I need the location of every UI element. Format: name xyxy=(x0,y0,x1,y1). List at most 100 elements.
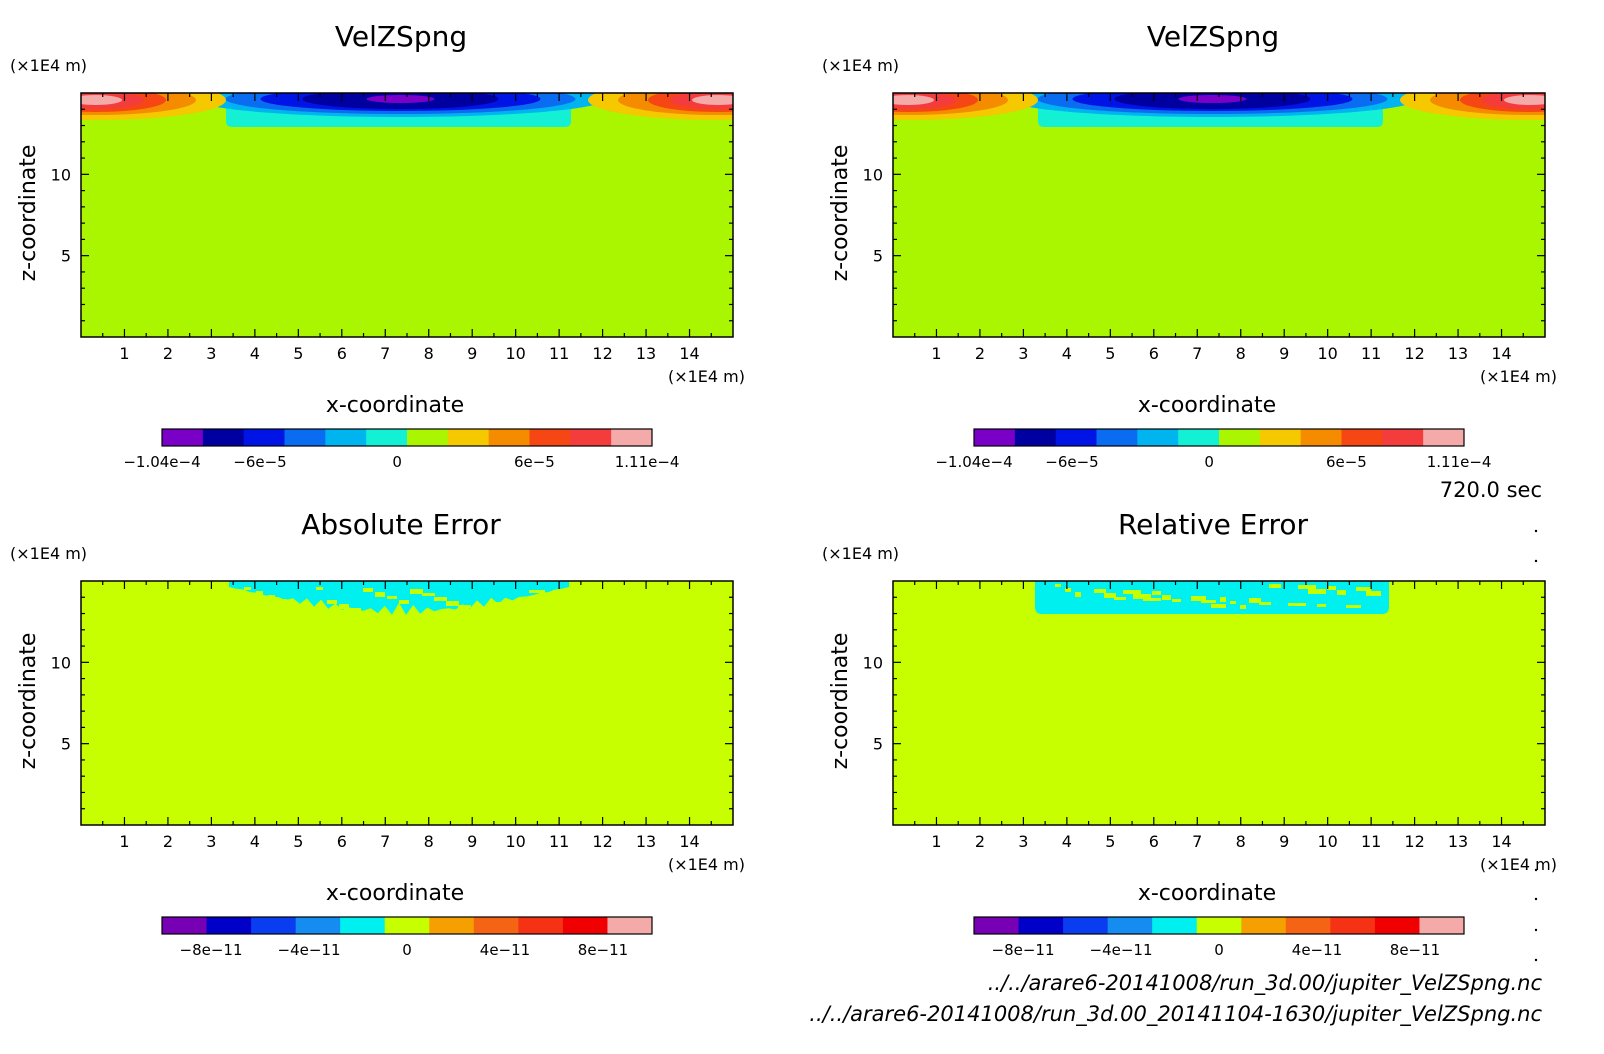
x-tick-label: 12 xyxy=(1404,832,1424,851)
x-tick-label: 10 xyxy=(1317,832,1337,851)
contour-band xyxy=(692,95,733,105)
error-speckle xyxy=(529,590,545,593)
x-tick-label: 5 xyxy=(293,344,303,363)
x-tick-label: 13 xyxy=(636,344,656,363)
x-tick-label: 8 xyxy=(1236,344,1246,363)
x-unit-label: (×1E4 m) xyxy=(668,367,745,386)
x-tick-label: 2 xyxy=(975,344,985,363)
panel-4: Relative Error(×1E4 m)1 2 3 4 5 6 7 8 9 10 11 12 13 1… xyxy=(822,508,1557,959)
error-speckle xyxy=(1094,589,1106,593)
x-axis-label: x-coordinate xyxy=(326,881,464,906)
colorbar-swatch xyxy=(1300,429,1342,446)
error-speckle xyxy=(363,588,373,592)
colorbar-swatch xyxy=(1178,429,1220,446)
contour-band xyxy=(1178,95,1247,103)
colorbar-swatch xyxy=(1330,917,1376,934)
x-tick-label: 13 xyxy=(1448,344,1468,363)
colorbar-label: −4e−11 xyxy=(278,941,341,959)
y-axis-label: z-coordinate xyxy=(828,633,853,770)
colorbar-swatch xyxy=(429,917,475,934)
panel-2: VelZSpng(×1E4 m)1 2 3 4 5 6 7 8 9 10 11 12 13 14510(×… xyxy=(822,20,1557,471)
x-axis-label: x-coordinate xyxy=(326,393,464,418)
x-tick-label: 1 xyxy=(931,832,941,851)
y-tick-label: 5 xyxy=(61,247,71,266)
x-tick-label: 7 xyxy=(1192,832,1202,851)
y-tick-label: 5 xyxy=(61,735,71,754)
contour-band xyxy=(893,95,934,105)
y-axis-label: z-coordinate xyxy=(16,145,41,282)
error-speckle xyxy=(1162,595,1171,600)
colorbar-swatch xyxy=(570,429,612,446)
x-tick-label: 11 xyxy=(1361,344,1381,363)
error-speckle xyxy=(493,602,509,605)
x-tick-label: 1 xyxy=(119,344,129,363)
error-speckle xyxy=(1191,596,1206,601)
error-speckle xyxy=(446,601,459,606)
x-tick-label: 4 xyxy=(250,832,260,851)
colorbar-swatch xyxy=(325,429,367,446)
error-speckle xyxy=(1269,584,1281,588)
colorbar-frame xyxy=(161,428,653,447)
error-speckle xyxy=(422,593,435,596)
field xyxy=(81,581,733,825)
error-speckle xyxy=(1308,589,1326,594)
colorbar-swatch xyxy=(1018,917,1064,934)
error-speckle xyxy=(1288,603,1306,606)
file-path-2: ../../arare6-20141008/run_3d.00_20141104… xyxy=(809,1002,1542,1027)
colorbar-label: −4e−11 xyxy=(1090,941,1153,959)
x-tick-label: 9 xyxy=(1279,344,1289,363)
panel-title: Absolute Error xyxy=(301,508,501,541)
x-tick-label: 3 xyxy=(1018,344,1028,363)
colorbar-swatch xyxy=(407,429,449,446)
colorbar-label: 0 xyxy=(1214,941,1224,959)
error-speckle xyxy=(1123,590,1141,594)
colorbar-swatch xyxy=(1285,917,1331,934)
error-speckle xyxy=(339,604,349,609)
error-region xyxy=(229,581,569,615)
error-speckle xyxy=(470,609,483,613)
marker-dot xyxy=(1534,559,1538,563)
x-tick-label: 12 xyxy=(592,832,612,851)
colorbar-label: −6e−5 xyxy=(233,453,286,471)
marker-dot xyxy=(1534,958,1538,962)
y-unit-label: (×1E4 m) xyxy=(822,56,899,75)
colorbar-swatch xyxy=(206,917,252,934)
x-tick-label: 7 xyxy=(380,832,390,851)
error-speckle xyxy=(434,597,447,601)
contour-band xyxy=(366,95,435,103)
colorbar-swatch xyxy=(1219,429,1261,446)
colorbar-frame xyxy=(161,916,653,935)
error-speckle xyxy=(1075,592,1081,597)
colorbar-swatch xyxy=(974,429,1016,446)
error-speckle xyxy=(1230,601,1236,604)
y-tick-label: 10 xyxy=(51,165,71,184)
panel-3: Absolute Error(×1E4 m)1 2 3 4 5 6 7 8 9 10 11 12 13 1… xyxy=(10,508,745,959)
colorbar-swatch xyxy=(611,429,653,446)
error-speckle xyxy=(553,598,569,603)
y-axis-label: z-coordinate xyxy=(828,145,853,282)
error-speckle xyxy=(1327,586,1336,590)
error-speckle xyxy=(1211,604,1226,608)
x-tick-label: 1 xyxy=(931,344,941,363)
field-background xyxy=(81,581,733,825)
colorbar-swatch xyxy=(1241,917,1287,934)
x-tick-label: 9 xyxy=(467,832,477,851)
colorbar-label: 8e−11 xyxy=(1390,941,1440,959)
colorbar-label: 8e−11 xyxy=(578,941,628,959)
x-tick-label: 8 xyxy=(424,832,434,851)
x-tick-label: 2 xyxy=(975,832,985,851)
colorbar-label: 6e−5 xyxy=(1326,453,1367,471)
error-speckle xyxy=(375,592,385,597)
x-tick-label: 10 xyxy=(1317,344,1337,363)
x-tick-label: 5 xyxy=(1105,344,1115,363)
x-tick-label: 11 xyxy=(549,832,569,851)
x-axis-label: x-coordinate xyxy=(1138,881,1276,906)
colorbar-frame xyxy=(973,428,1465,447)
y-tick-label: 5 xyxy=(873,735,883,754)
field xyxy=(893,581,1545,825)
colorbar-label: −1.04e−4 xyxy=(935,453,1012,471)
x-tick-label: 5 xyxy=(1105,832,1115,851)
error-speckle xyxy=(1065,588,1071,592)
error-speckle xyxy=(1143,598,1161,601)
